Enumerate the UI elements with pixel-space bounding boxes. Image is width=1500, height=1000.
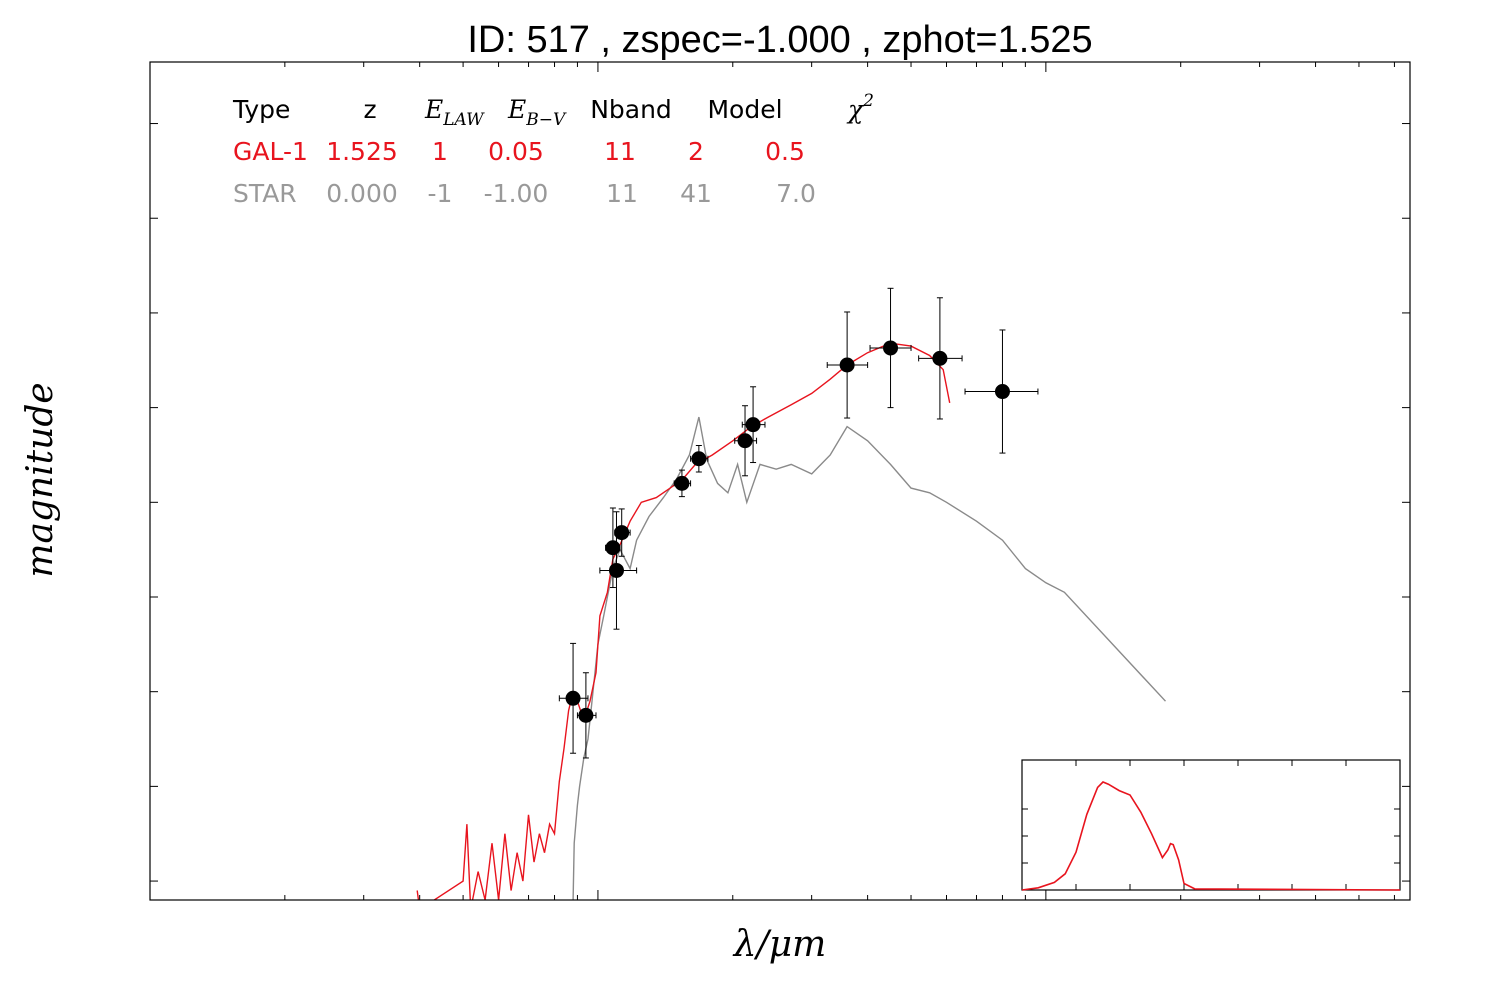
photometry-point xyxy=(690,444,709,473)
galaxy-fit-cell: 1 xyxy=(432,137,448,166)
series-group xyxy=(416,342,1167,900)
galaxy-fit-cell: 0.5 xyxy=(765,137,805,166)
table-header: Model xyxy=(707,95,782,124)
star-fit-cell: 7.0 xyxy=(776,179,816,208)
data-marker xyxy=(737,433,753,449)
table-header-text: Type xyxy=(232,95,290,124)
photometry-point xyxy=(826,311,869,419)
galaxy-fit-cell: 11 xyxy=(604,137,636,166)
star-fit-cell: 11 xyxy=(606,179,638,208)
data-marker xyxy=(614,525,630,541)
data-marker xyxy=(565,690,581,706)
photometry-point xyxy=(558,642,589,754)
table-header-subscript: B−V xyxy=(525,110,567,130)
photometry-point xyxy=(964,329,1039,454)
photometry-point xyxy=(614,508,631,557)
table-header-text: χ xyxy=(846,95,865,124)
table-header: Nband xyxy=(590,95,672,124)
star-template-line xyxy=(572,416,1167,900)
table-header-text: Model xyxy=(707,95,782,124)
photometry-point xyxy=(576,672,597,759)
main-plot xyxy=(149,61,1411,901)
galaxy-template-line xyxy=(416,342,951,900)
photometry-point xyxy=(673,469,692,498)
table-header: Type xyxy=(232,95,290,124)
table-header-text: z xyxy=(363,95,376,124)
star-fit-cell: -1 xyxy=(428,179,453,208)
data-marker xyxy=(839,357,855,373)
data-marker xyxy=(578,707,594,723)
star-fit-cell: 41 xyxy=(680,179,712,208)
photometry-point xyxy=(741,386,766,464)
galaxy-fit-cell: 2 xyxy=(688,137,704,166)
table-header-subscript: LAW xyxy=(442,110,485,130)
table-header-text: E xyxy=(424,95,443,124)
chart-title: ID: 517 , zspec=-1.000 , zphot=1.525 xyxy=(467,19,1092,61)
table-header: χ2 xyxy=(846,91,874,124)
photometry-point xyxy=(869,287,912,409)
plot-frame xyxy=(149,61,1411,901)
table-header-text: Nband xyxy=(590,95,672,124)
data-marker xyxy=(691,451,707,467)
data-marker xyxy=(932,350,948,366)
data-marker xyxy=(674,475,690,491)
redshift-pdf-line xyxy=(1021,781,1401,891)
photometry-point xyxy=(918,297,963,420)
redshift-pdf-inset xyxy=(1021,759,1401,891)
table-header: z xyxy=(363,95,376,124)
star-fit-cell: -1.00 xyxy=(484,179,549,208)
star-fit-cell: STAR xyxy=(233,179,297,208)
photometry-point xyxy=(734,405,758,477)
galaxy-fit-cell: 1.525 xyxy=(326,137,398,166)
table-header-superscript: 2 xyxy=(862,91,874,111)
data-marker xyxy=(608,562,624,578)
y-axis-label: magnitude xyxy=(20,382,61,577)
galaxy-fit-cell: GAL-1 xyxy=(233,137,308,166)
data-marker xyxy=(883,340,899,356)
inset-frame xyxy=(1021,759,1401,891)
table-header: EB−V xyxy=(507,95,567,130)
data-marker xyxy=(745,417,761,433)
x-axis-label: λ/μm xyxy=(732,924,826,965)
star-fit-cell: 0.000 xyxy=(326,179,398,208)
galaxy-fit-cell: 0.05 xyxy=(488,137,544,166)
table-header-text: E xyxy=(507,95,526,124)
data-marker xyxy=(605,540,621,556)
data-marker xyxy=(994,384,1010,400)
table-header: ELAW xyxy=(424,95,485,130)
